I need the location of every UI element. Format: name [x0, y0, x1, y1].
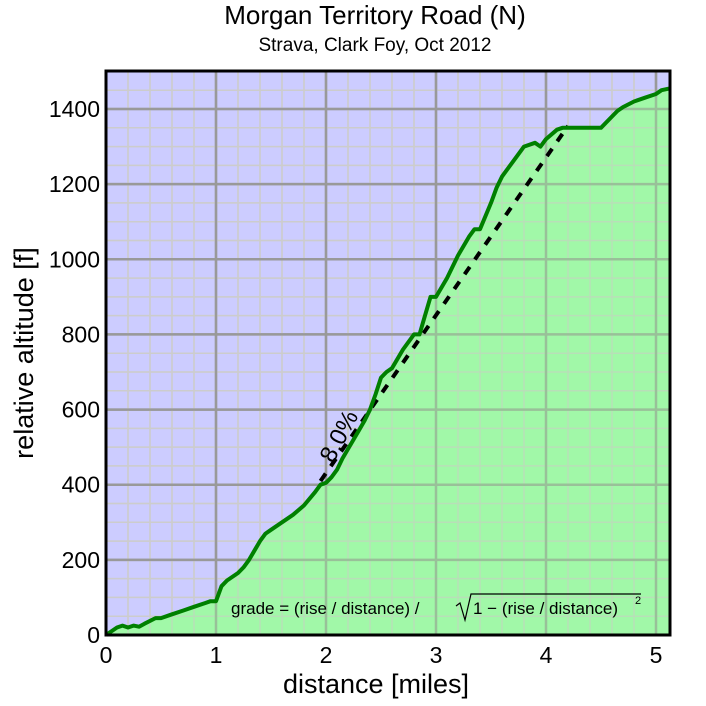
x-tick-label: 5: [650, 642, 663, 668]
y-axis-ticks: 0 200 400 600 800 1000 1200 1400: [49, 96, 100, 648]
x-tick-label: 0: [100, 642, 113, 668]
x-axis-label: distance [miles]: [283, 669, 469, 699]
x-tick-label: 2: [320, 642, 333, 668]
formula-annotation: grade = (rise / distance) / 1 − (rise / …: [231, 593, 641, 623]
y-tick-label: 0: [87, 622, 100, 648]
formula-right: 1 − (rise / distance): [473, 599, 618, 618]
y-tick-label: 400: [62, 472, 100, 498]
x-axis-ticks: 0 1 2 3 4 5: [100, 642, 663, 668]
x-tick-label: 3: [430, 642, 443, 668]
formula-exponent: 2: [635, 595, 641, 607]
plot-frame: [104, 69, 672, 637]
sqrt-sign: [455, 593, 641, 623]
y-tick-label: 1400: [49, 96, 100, 122]
y-tick-label: 200: [62, 547, 100, 573]
y-tick-label: 600: [62, 397, 100, 423]
formula-left: grade = (rise / distance) /: [231, 599, 420, 618]
y-axis-label: relative altitude [f]: [9, 247, 39, 459]
y-tick-label: 800: [62, 321, 100, 347]
ground-area: [106, 88, 671, 636]
y-tick-label: 1000: [49, 246, 100, 272]
chart-subtitle: Strava, Clark Foy, Oct 2012: [258, 35, 492, 56]
y-tick-label: 1200: [49, 171, 100, 197]
x-tick-label: 4: [540, 642, 553, 668]
chart-title: Morgan Territory Road (N): [224, 0, 526, 30]
x-tick-label: 1: [210, 642, 223, 668]
altitude-profile-line: [104, 86, 671, 637]
